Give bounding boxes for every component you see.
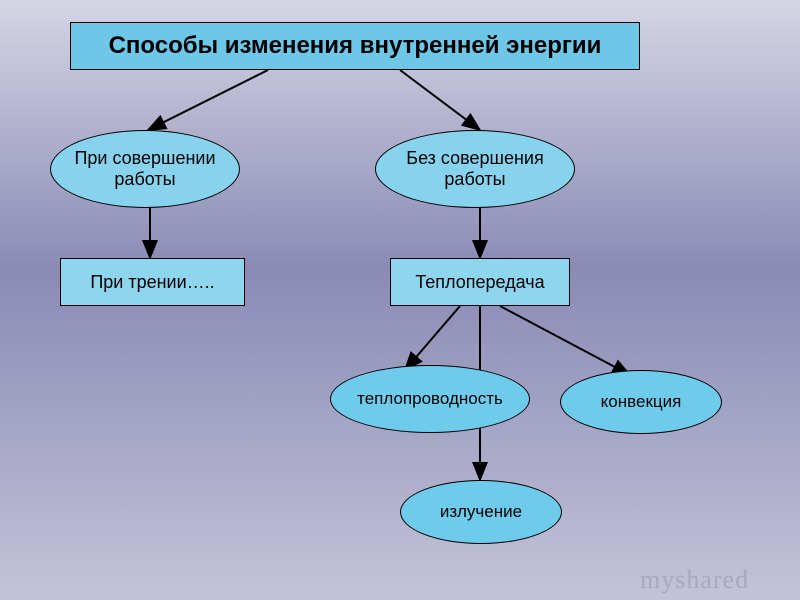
edge-heat_transfer-convection — [500, 306, 630, 375]
watermark: myshared — [640, 565, 749, 595]
edge-heat_transfer-conduction — [405, 306, 460, 370]
title-text: Способы изменения внутренней энергии — [109, 32, 602, 60]
node-convection: конвекция — [560, 370, 722, 434]
edge-title-without_work — [400, 70, 480, 130]
node-label: Без совершения работы — [406, 148, 543, 190]
node-label: Теплопередача — [415, 272, 544, 293]
node-heat-transfer: Теплопередача — [390, 258, 570, 306]
node-conduction: теплопроводность — [330, 365, 530, 433]
edge-title-with_work — [148, 70, 268, 130]
title-box: Способы изменения внутренней энергии — [70, 22, 640, 70]
node-label: При совершении работы — [74, 148, 215, 190]
node-without-work: Без совершения работы — [375, 130, 575, 208]
node-label: конвекция — [601, 392, 682, 412]
node-label: теплопроводность — [357, 389, 503, 409]
node-with-work: При совершении работы — [50, 130, 240, 208]
node-label: излучение — [440, 502, 522, 522]
node-friction: При трении….. — [60, 258, 245, 306]
node-label: При трении….. — [90, 272, 214, 293]
node-radiation: излучение — [400, 480, 562, 544]
